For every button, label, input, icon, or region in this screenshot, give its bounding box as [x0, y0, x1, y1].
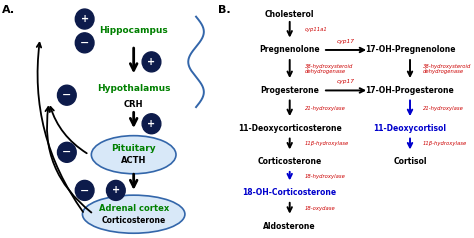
Text: 21-hydroxylase: 21-hydroxylase [423, 106, 464, 111]
FancyArrowPatch shape [50, 107, 87, 153]
Text: 3β-hydroxysteroid
dehydrogenase: 3β-hydroxysteroid dehydrogenase [423, 64, 471, 74]
Text: +: + [147, 119, 155, 129]
Circle shape [75, 180, 94, 200]
Text: A.: A. [2, 5, 15, 15]
Circle shape [107, 180, 125, 200]
Text: cyp17: cyp17 [337, 79, 355, 84]
Text: Pregnenolone: Pregnenolone [259, 45, 320, 55]
Text: 11β-hydroxylase: 11β-hydroxylase [423, 141, 467, 147]
Text: +: + [81, 14, 89, 24]
Text: 17-OH-Progesterone: 17-OH-Progesterone [365, 86, 455, 95]
Text: cyp17: cyp17 [337, 39, 355, 44]
Text: Hippocampus: Hippocampus [99, 26, 168, 35]
Text: CRH: CRH [124, 100, 144, 109]
Text: 3β-hydroxysteroid
dehydrogenase: 3β-hydroxysteroid dehydrogenase [305, 64, 354, 74]
Text: 21-hydroxylase: 21-hydroxylase [305, 106, 346, 111]
Circle shape [57, 85, 76, 105]
Text: Aldosterone: Aldosterone [264, 222, 316, 231]
Text: +: + [112, 185, 120, 195]
Circle shape [75, 9, 94, 29]
Text: 18-oxydase: 18-oxydase [305, 206, 336, 211]
Text: Cholesterol: Cholesterol [265, 10, 314, 19]
Text: ACTH: ACTH [121, 156, 146, 165]
Text: 11-Deoxycorticosterone: 11-Deoxycorticosterone [238, 124, 342, 133]
Text: 18-OH-Corticosterone: 18-OH-Corticosterone [243, 188, 337, 197]
Text: 11-Deoxycortisol: 11-Deoxycortisol [374, 124, 447, 133]
FancyArrowPatch shape [46, 107, 91, 213]
Text: Hypothalamus: Hypothalamus [97, 84, 171, 93]
Text: Corticosterone: Corticosterone [257, 157, 322, 166]
Circle shape [142, 52, 161, 72]
Text: B.: B. [218, 5, 231, 15]
Text: Pituitary: Pituitary [111, 144, 156, 153]
Text: Cortisol: Cortisol [393, 157, 427, 166]
Text: Progesterone: Progesterone [260, 86, 319, 95]
Circle shape [142, 114, 161, 134]
Circle shape [57, 142, 76, 162]
FancyArrowPatch shape [37, 43, 83, 212]
Text: 17-OH-Pregnenolone: 17-OH-Pregnenolone [365, 45, 455, 55]
Text: Corticosterone: Corticosterone [101, 216, 166, 225]
Text: −: − [80, 38, 89, 48]
Text: Adrenal cortex: Adrenal cortex [99, 204, 169, 213]
Text: −: − [62, 90, 72, 100]
Text: 18-hydroxylase: 18-hydroxylase [305, 174, 346, 179]
Text: −: − [62, 147, 72, 157]
Text: −: − [80, 185, 89, 195]
Text: cyp11a1: cyp11a1 [305, 27, 328, 32]
Ellipse shape [91, 136, 176, 174]
Circle shape [75, 33, 94, 53]
Text: +: + [147, 57, 155, 67]
Text: 11β-hydroxylase: 11β-hydroxylase [305, 141, 349, 147]
Ellipse shape [82, 195, 185, 233]
